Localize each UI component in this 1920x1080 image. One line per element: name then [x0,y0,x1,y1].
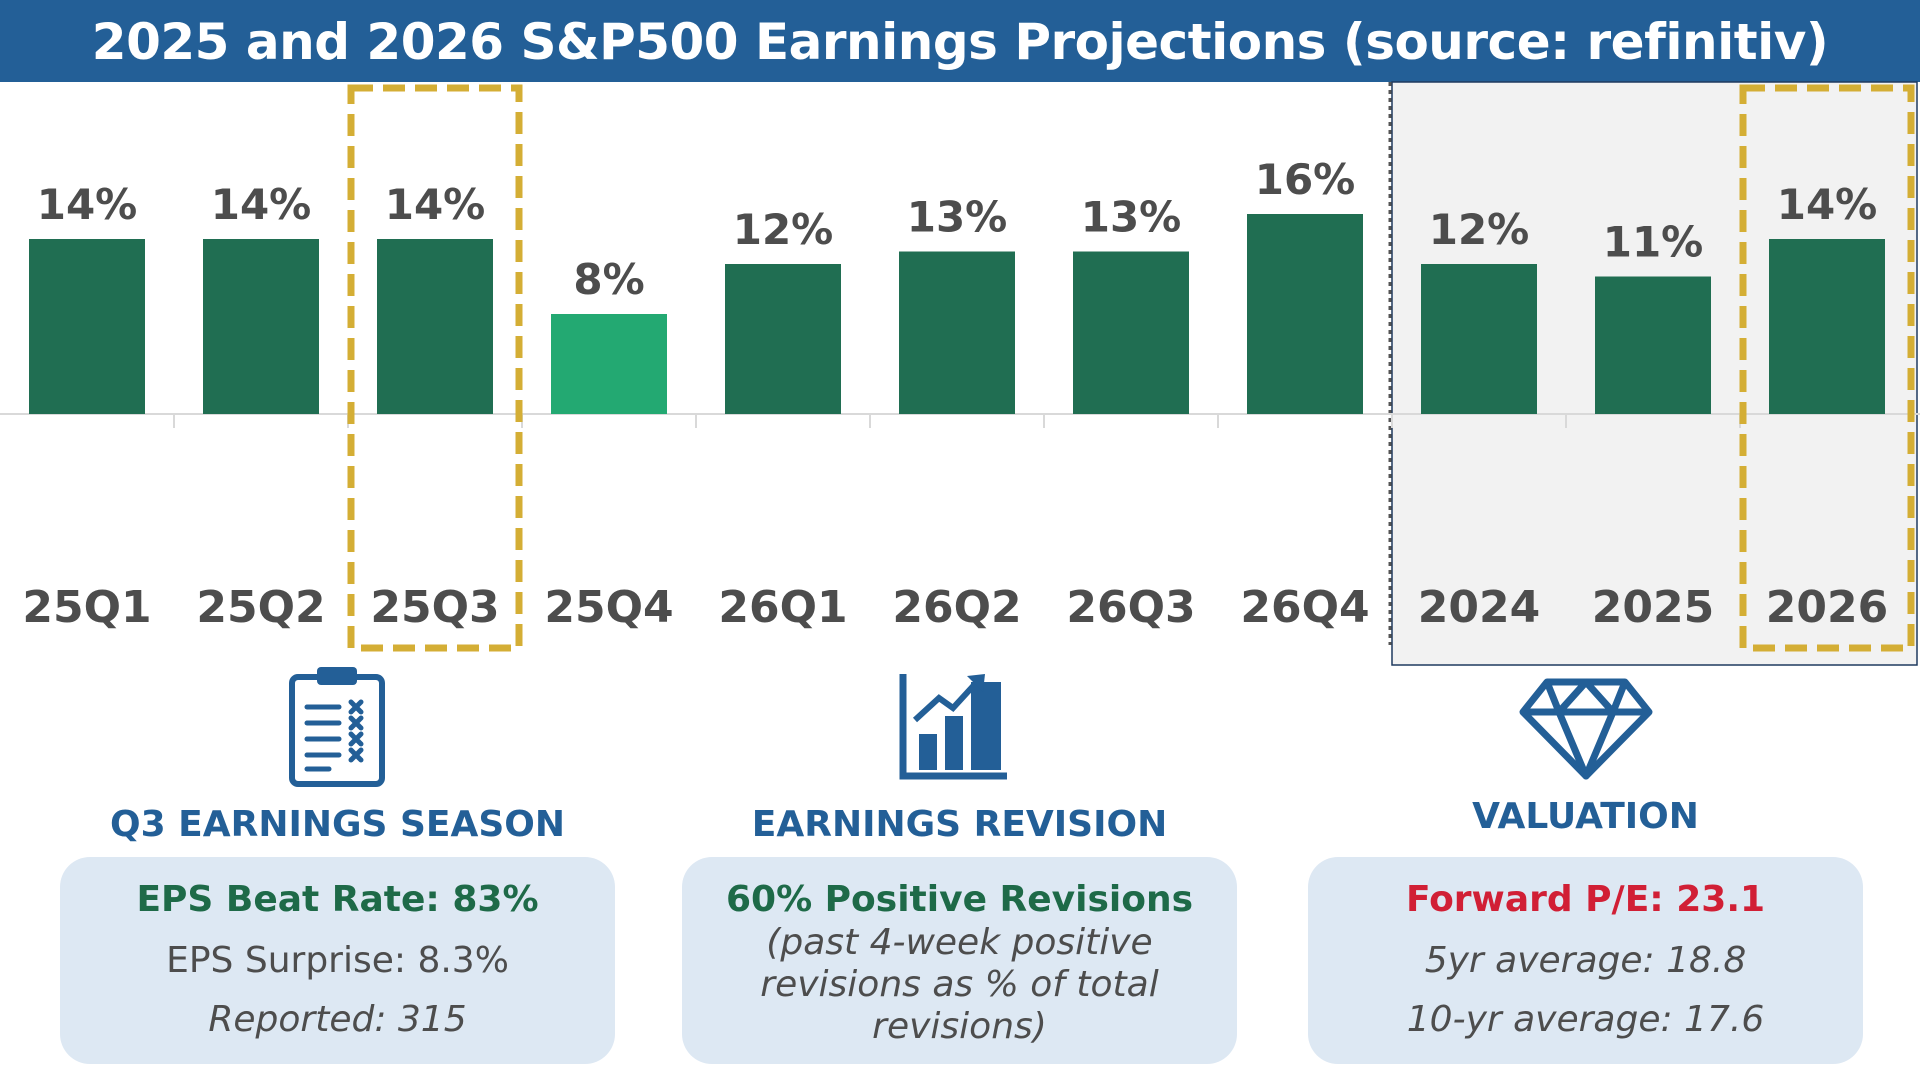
data-label-26Q3: 13% [1081,193,1182,242]
diamond-icon [1519,678,1653,780]
bar-chart-growth-icon [899,674,1007,780]
category-label-2026: 2026 [1766,582,1888,633]
bar-26Q3 [1073,251,1189,414]
bar-2025 [1595,276,1711,414]
data-label-2026: 14% [1777,180,1878,229]
bar-25Q4 [551,314,667,414]
bar-2026 [1769,239,1885,414]
valuation-card: Forward P/E: 23.1 5yr average: 18.8 10-y… [1308,857,1863,1064]
forward-pe: Forward P/E: 23.1 [1405,879,1766,920]
revisions-note: (past 4-week positive revisions as % of … [760,922,1159,1047]
reported-count: Reported: 315 [208,999,467,1040]
data-labels: 14% 14% 14% 8% 12% 13% 13% 16% 12% 11% 14% [37,155,1878,304]
category-label-25Q4: 25Q4 [544,582,673,633]
data-label-25Q3: 14% [385,180,486,229]
bar-2024 [1421,264,1537,414]
earnings-revision-title: EARNINGS REVISION [751,804,1168,845]
category-label-26Q2: 26Q2 [892,582,1021,633]
valuation-title: VALUATION [1472,796,1699,837]
category-labels: 25Q1 25Q2 25Q3 25Q4 26Q1 26Q2 26Q3 26Q4 2024 2025… [22,582,1888,633]
positive-revisions: 60% Positive Revisions [725,879,1194,920]
data-label-25Q4: 8% [573,255,644,304]
earnings-growth-bar-chart: 14% 14% 14%8%12% 13% 13%16%12% 11%14% 25Q1 25Q… [0,81,1920,666]
bar-25Q1 [29,239,145,414]
highlight-box-25Q3 [347,84,523,652]
category-label-25Q1: 25Q1 [22,582,151,633]
category-label-25Q3: 25Q3 [370,582,499,633]
q3-earnings-season-card: EPS Beat Rate: 83% EPS Surprise: 8.3% Re… [60,857,615,1064]
data-label-2024: 12% [1429,205,1530,254]
title-banner: 2025 and 2026 S&P500 Earnings Projection… [0,0,1920,82]
category-label-2024: 2024 [1418,582,1540,633]
category-label-2025: 2025 [1592,582,1714,633]
eps-surprise: EPS Surprise: 8.3% [166,940,509,981]
five-year-average: 5yr average: 18.8 [1424,940,1747,981]
data-label-2025: 11% [1603,218,1704,267]
highlight-box-2026 [1739,84,1915,652]
data-label-25Q1: 14% [37,180,138,229]
clipboard-checklist-icon [289,667,385,787]
bar-25Q3 [377,239,493,414]
data-label-26Q1: 12% [733,205,834,254]
category-label-26Q3: 26Q3 [1066,582,1195,633]
highlight-boxes [347,84,1915,652]
category-label-26Q1: 26Q1 [718,582,847,633]
bar-26Q2 [899,251,1015,414]
chart-title: 2025 and 2026 S&P500 Earnings Projection… [91,13,1829,71]
category-label-25Q2: 25Q2 [196,582,325,633]
data-label-26Q2: 13% [907,193,1008,242]
data-label-26Q4: 16% [1255,155,1356,204]
bar-26Q4 [1247,214,1363,414]
bar-series [29,214,1885,414]
q3-earnings-season-title: Q3 EARNINGS SEASON [109,804,566,845]
category-label-26Q4: 26Q4 [1240,582,1369,633]
data-label-25Q2: 14% [211,180,312,229]
earnings-revision-card: 60% Positive Revisions (past 4-week posi… [682,857,1237,1064]
eps-beat-rate: EPS Beat Rate: 83% [136,879,539,920]
bar-25Q2 [203,239,319,414]
ten-year-average: 10-yr average: 17.6 [1406,999,1765,1040]
bar-26Q1 [725,264,841,414]
